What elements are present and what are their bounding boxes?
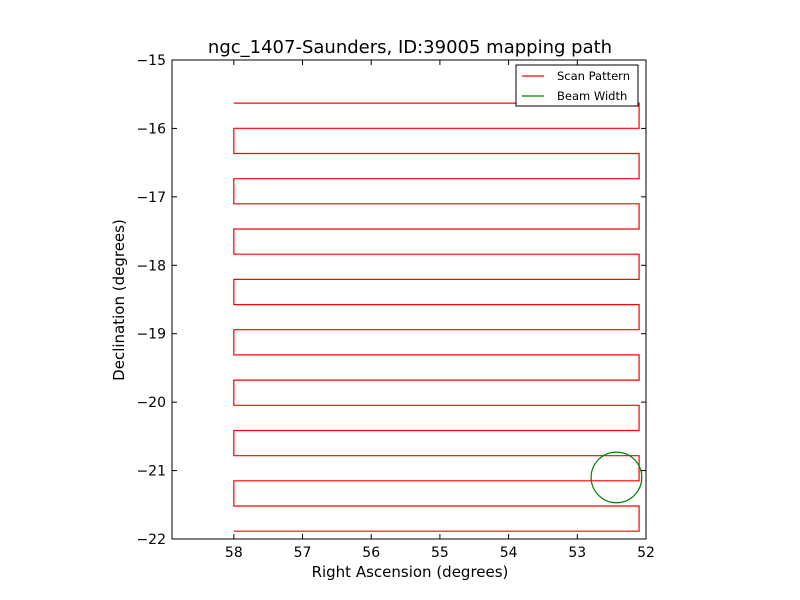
y-tick-label: −20	[136, 395, 166, 411]
y-tick-label: −15	[136, 53, 166, 69]
legend-box	[515, 64, 639, 107]
x-tick-label: 58	[225, 545, 243, 561]
scan-pattern-line	[233, 102, 640, 532]
x-tick-label: 57	[294, 545, 312, 561]
x-tick-label: 53	[568, 545, 586, 561]
plot-frame	[171, 59, 647, 540]
y-tick-label: −19	[136, 327, 166, 343]
y-tick-label: −16	[136, 121, 166, 137]
y-tick-label: −18	[136, 258, 166, 274]
x-tick-label: 52	[637, 545, 655, 561]
x-tick-label: 56	[362, 545, 380, 561]
beam-width-circle	[590, 451, 643, 504]
y-tick-label: −17	[136, 190, 166, 206]
legend: Scan Pattern Beam Width	[515, 64, 639, 107]
legend-label-scan-pattern: Scan Pattern	[557, 69, 630, 83]
x-tick-label: 55	[431, 545, 449, 561]
chart-title: ngc_1407-Saunders, ID:39005 mapping path	[208, 37, 612, 58]
y-axis: −15 −16 −17 −18 −19 −20 −21 −22	[136, 53, 166, 548]
y-tick-label: −21	[136, 464, 166, 480]
plot-background	[172, 60, 646, 539]
data-layer	[233, 102, 643, 532]
axis-ticks	[172, 59, 647, 540]
y-axis-label: Declination (degrees)	[110, 219, 128, 381]
x-axis-label: Right Ascension (degrees)	[312, 563, 509, 581]
legend-label-beam-width: Beam Width	[557, 89, 627, 103]
y-tick-label: −22	[136, 532, 166, 548]
x-tick-label: 54	[500, 545, 518, 561]
plot-area	[171, 59, 647, 540]
x-axis: 58 57 56 55 54 53 52	[225, 545, 655, 561]
